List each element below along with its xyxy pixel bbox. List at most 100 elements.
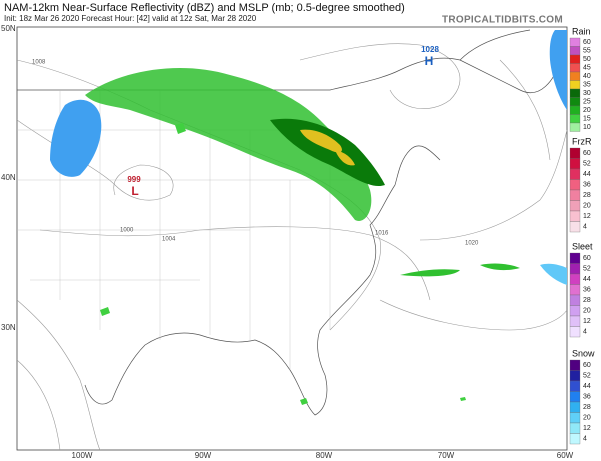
- legend-swatch: [569, 391, 581, 403]
- legend-tick-label: 28: [583, 404, 591, 411]
- legend-swatch: [569, 168, 581, 180]
- low-pressure-label: L: [131, 184, 138, 198]
- snow-area: [50, 99, 102, 177]
- pressure-labels: 1028 H 999 L 1008 1000 1004 1016 1020: [32, 45, 479, 246]
- legend-tick-label: 25: [583, 99, 591, 106]
- state-lines: [17, 90, 380, 370]
- isobar-label: 1008: [32, 60, 46, 66]
- legend-swatch: [569, 284, 581, 296]
- latitude-label: 30N: [1, 323, 16, 332]
- legend-tick-label: 52: [583, 373, 591, 380]
- legend-tick-label: 44: [583, 171, 591, 178]
- legend-swatch: [569, 179, 581, 191]
- legend-swatch: [569, 370, 581, 382]
- legend-swatch: [569, 315, 581, 327]
- legend-swatch: [569, 63, 581, 73]
- legend-tick-label: 4: [583, 224, 587, 231]
- legend-swatch: [569, 88, 581, 98]
- low-pressure-value: 999: [127, 175, 141, 184]
- longitude-label: 100W: [72, 451, 93, 460]
- isobar-label: 1000: [120, 228, 134, 234]
- isobar-label: 1004: [162, 237, 176, 243]
- legend-tick-label: 52: [583, 161, 591, 168]
- latitude-label: 40N: [1, 173, 16, 182]
- legend-swatch: [569, 422, 581, 434]
- legend-tick-label: 40: [583, 73, 591, 80]
- legend-panel: FrzR 60 52 44 36 28 20 12 4: [569, 136, 592, 233]
- legend-swatch: [569, 401, 581, 413]
- legend-title: Rain: [572, 26, 591, 36]
- legend-title: Snow: [572, 348, 595, 358]
- legend-swatch: [569, 114, 581, 124]
- legend-tick-label: 15: [583, 116, 591, 123]
- rain-heavy-area: [270, 118, 385, 186]
- legend-tick-label: 45: [583, 65, 591, 72]
- legend-swatch: [569, 122, 581, 132]
- legend-tick-label: 28: [583, 192, 591, 199]
- legend-tick-label: 36: [583, 394, 591, 401]
- legend-tick-label: 12: [583, 425, 591, 432]
- rain-area: [85, 67, 372, 221]
- legend-swatch: [569, 326, 581, 338]
- legend-tick-label: 4: [583, 329, 587, 336]
- legend-swatch: [569, 147, 581, 159]
- legend-tick-label: 55: [583, 48, 591, 55]
- legend-tick-label: 44: [583, 383, 591, 390]
- brand: TROPICALTIDBITS.COM: [442, 15, 563, 26]
- subtitle: Init: 18z Mar 26 2020 Forecast Hour: [42…: [4, 14, 257, 23]
- longitude-label: 60W: [557, 451, 574, 460]
- legend-swatch: [569, 189, 581, 201]
- legend-swatch: [569, 54, 581, 64]
- legend-tick-label: 12: [583, 318, 591, 325]
- map-area: 1028 H 999 L 1008 1000 1004 1016 1020 50…: [1, 24, 574, 460]
- legend-swatch: [569, 252, 581, 264]
- legend-tick-label: 50: [583, 56, 591, 63]
- legend-swatch: [569, 97, 581, 107]
- legend-tick-label: 35: [583, 82, 591, 89]
- legend-swatch: [569, 433, 581, 445]
- legend-swatch: [569, 305, 581, 317]
- legend-swatch: [569, 412, 581, 424]
- legend-swatch: [569, 380, 581, 392]
- legend-panel: Sleet 60 52 44 36 28 20 12 4: [569, 241, 593, 338]
- legend-tick-label: 36: [583, 287, 591, 294]
- snow-area-sea: [540, 263, 567, 285]
- rain-intense-area: [300, 129, 355, 166]
- legend-tick-label: 60: [583, 39, 591, 46]
- title: NAM-12km Near-Surface Reflectivity (dBZ)…: [4, 2, 405, 14]
- isobar-label: 1020: [465, 241, 479, 247]
- legend-swatch: [569, 263, 581, 275]
- legend-swatch: [569, 200, 581, 212]
- high-pressure-label: H: [425, 54, 434, 68]
- legend-title: Sleet: [572, 241, 593, 251]
- longitude-label: 70W: [438, 451, 455, 460]
- legend-tick-label: 20: [583, 203, 591, 210]
- precipitation: [50, 30, 567, 405]
- legend-swatch: [569, 273, 581, 285]
- high-pressure-value: 1028: [421, 45, 439, 54]
- legend-tick-label: 60: [583, 150, 591, 157]
- legend-tick-label: 60: [583, 255, 591, 262]
- legend-tick-label: 20: [583, 308, 591, 315]
- snow-area-east: [549, 30, 567, 110]
- legend-swatch: [569, 158, 581, 170]
- legend-swatch: [569, 71, 581, 81]
- legend-tick-label: 20: [583, 107, 591, 114]
- legend-tick-label: 28: [583, 297, 591, 304]
- legend-title: FrzR: [572, 136, 592, 146]
- legends: Rain6055504540353025201510FrzR6052443628…: [569, 26, 595, 445]
- longitude-label: 80W: [316, 451, 333, 460]
- legend-swatch: [569, 221, 581, 233]
- legend-swatch: [569, 359, 581, 371]
- legend-tick-label: 60: [583, 362, 591, 369]
- latitude-label: 50N: [1, 24, 16, 33]
- isobar-label: 1016: [375, 231, 389, 237]
- legend-swatch: [569, 105, 581, 115]
- legend-swatch: [569, 46, 581, 56]
- legend-tick-label: 20: [583, 415, 591, 422]
- legend-tick-label: 4: [583, 436, 587, 443]
- legend-swatch: [569, 80, 581, 90]
